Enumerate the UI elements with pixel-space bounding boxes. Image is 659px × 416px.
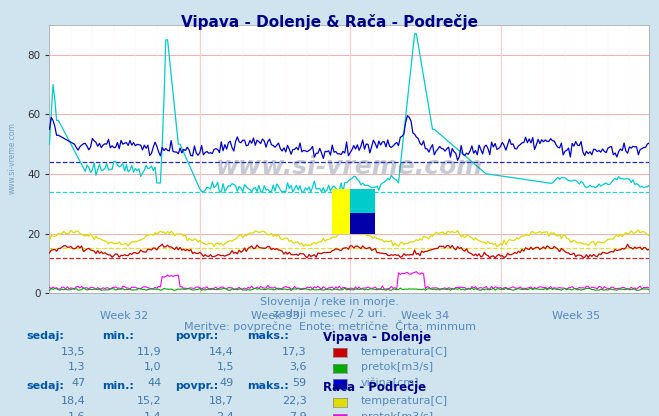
Text: 1,6: 1,6: [68, 412, 86, 416]
Text: maks.:: maks.:: [247, 331, 289, 341]
Text: 14,4: 14,4: [209, 347, 234, 357]
Text: sedaj:: sedaj:: [26, 331, 64, 341]
Text: Vipava - Dolenje: Vipava - Dolenje: [323, 331, 431, 344]
Text: Week 32: Week 32: [100, 311, 149, 321]
Text: Slovenija / reke in morje.: Slovenija / reke in morje.: [260, 297, 399, 307]
Text: 11,9: 11,9: [137, 347, 161, 357]
Text: pretok[m3/s]: pretok[m3/s]: [361, 362, 433, 372]
Text: maks.:: maks.:: [247, 381, 289, 391]
Text: temperatura[C]: temperatura[C]: [361, 347, 448, 357]
Text: višina[cm]: višina[cm]: [361, 378, 420, 389]
Text: min.:: min.:: [102, 331, 134, 341]
Text: 13,5: 13,5: [61, 347, 86, 357]
Text: 3,6: 3,6: [289, 362, 306, 372]
Text: 17,3: 17,3: [282, 347, 306, 357]
Text: www.si-vreme.com: www.si-vreme.com: [8, 122, 17, 194]
Text: Week 33: Week 33: [251, 311, 299, 321]
Text: 1,4: 1,4: [144, 412, 161, 416]
Text: 1,0: 1,0: [144, 362, 161, 372]
Text: povpr.:: povpr.:: [175, 381, 218, 391]
Text: 22,3: 22,3: [281, 396, 306, 406]
Text: 49: 49: [219, 378, 234, 388]
Text: temperatura[C]: temperatura[C]: [361, 396, 448, 406]
Text: 7,9: 7,9: [289, 412, 306, 416]
Text: Week 34: Week 34: [401, 311, 449, 321]
Text: Rača - Podrečje: Rača - Podrečje: [323, 381, 426, 394]
Text: 18,7: 18,7: [209, 396, 234, 406]
Text: www.si-vreme.com: www.si-vreme.com: [215, 155, 483, 179]
Text: min.:: min.:: [102, 381, 134, 391]
Bar: [332, 189, 351, 234]
Text: 1,3: 1,3: [68, 362, 86, 372]
Text: 18,4: 18,4: [61, 396, 86, 406]
Text: 2,4: 2,4: [216, 412, 234, 416]
Text: 47: 47: [71, 378, 86, 388]
Text: sedaj:: sedaj:: [26, 381, 64, 391]
Text: povpr.:: povpr.:: [175, 331, 218, 341]
Text: pretok[m3/s]: pretok[m3/s]: [361, 412, 433, 416]
Bar: [351, 213, 375, 234]
Text: 15,2: 15,2: [137, 396, 161, 406]
Bar: [351, 189, 375, 213]
Text: Week 35: Week 35: [552, 311, 600, 321]
Text: zadnji mesec / 2 uri.: zadnji mesec / 2 uri.: [273, 309, 386, 319]
Text: Meritve: povprečne  Enote: metrične  Črta: minmum: Meritve: povprečne Enote: metrične Črta:…: [183, 320, 476, 332]
Text: Vipava - Dolenje & Rača - Podrečje: Vipava - Dolenje & Rača - Podrečje: [181, 14, 478, 30]
Text: 44: 44: [147, 378, 161, 388]
Text: 59: 59: [293, 378, 306, 388]
Text: 1,5: 1,5: [216, 362, 234, 372]
